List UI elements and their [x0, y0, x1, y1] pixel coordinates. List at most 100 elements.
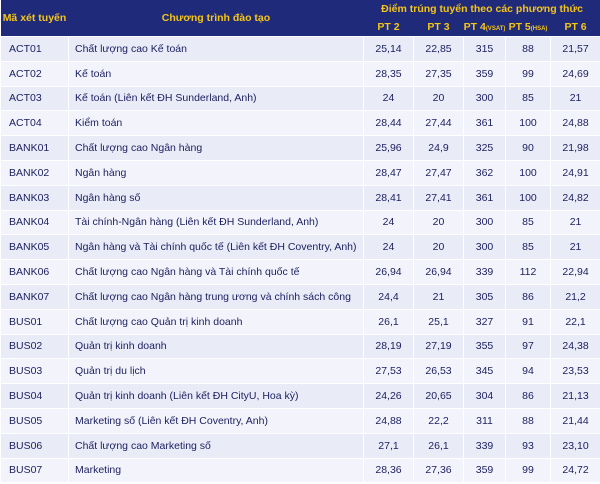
program-code: ACT04 [0, 110, 69, 137]
score: 100 [505, 159, 551, 186]
method-name: PT 6 [564, 21, 587, 33]
score: 86 [505, 383, 551, 409]
program-name: Tài chính-Ngân hàng (Liên kết ĐH Sunderl… [68, 209, 364, 236]
score: 315 [463, 36, 506, 62]
score: 300 [463, 85, 506, 112]
program-name: Quản trị kinh doanh [68, 333, 364, 360]
score: 20 [413, 209, 464, 236]
score: 88 [505, 36, 551, 62]
program-name: Ngân hàng và Tài chính quốc tế (Liên kết… [68, 234, 364, 261]
score: 21 [549, 85, 600, 112]
code-header: Mã xét tuyến [0, 0, 69, 37]
score: 27,36 [413, 457, 464, 484]
score: 21 [549, 209, 600, 236]
program-code: BANK05 [0, 234, 69, 261]
score: 28,35 [363, 60, 414, 87]
score: 21,57 [549, 36, 600, 62]
table-row: ACT01 Chất lượng cao Kế toán 25,14 22,85 315… [0, 36, 600, 62]
score: 24,38 [549, 333, 600, 360]
score: 361 [463, 110, 506, 137]
program-name: Chất lượng cao Ngân hàng [68, 135, 364, 161]
program-code: ACT03 [0, 85, 69, 112]
table-row: ACT03 Kế toán (Liên kết ĐH Sunderland, An… [0, 85, 600, 112]
method-name: PT 2 [377, 21, 400, 33]
program-name: Quản trị kinh doanh (Liên kết ĐH CityU, … [68, 383, 364, 409]
score: 311 [463, 407, 506, 434]
table-row: ACT04 Kiểm toán 28,44 27,44 361 100 24,88 [0, 110, 600, 137]
score: 23,53 [549, 358, 600, 385]
table-row: BUS05 Marketing số (Liên kết ĐH Coventry,… [0, 407, 600, 434]
score: 24,69 [549, 60, 600, 87]
score: 24,88 [549, 110, 600, 137]
method-name: PT 5 [508, 21, 531, 33]
table-row: BUS02 Quản trị kinh doanh 28,19 27,19 355 97 2… [0, 333, 600, 360]
program-name: Quản trị du lịch [68, 358, 364, 385]
table-row: BANK02 Ngân hàng 28,47 27,47 362 100 24,91 [0, 159, 600, 186]
program-code: BANK01 [0, 135, 69, 161]
score: 26,1 [363, 308, 414, 335]
score: 24,9 [413, 135, 464, 161]
program-code: BUS07 [0, 457, 69, 484]
table-row: BANK01 Chất lượng cao Ngân hàng 25,96 24,9 3… [0, 135, 600, 161]
score: 300 [463, 209, 506, 236]
program-code: BUS04 [0, 383, 69, 409]
score: 28,47 [363, 159, 414, 186]
score: 28,44 [363, 110, 414, 137]
score: 94 [505, 358, 551, 385]
table-row: BANK05 Ngân hàng và Tài chính quốc tế (Li… [0, 234, 600, 261]
score: 24,26 [363, 383, 414, 409]
score: 21,98 [549, 135, 600, 161]
score: 99 [505, 457, 551, 484]
method-name: PT 3 [427, 21, 450, 33]
score: 97 [505, 333, 551, 360]
program-name: Kế toán (Liên kết ĐH Sunderland, Anh) [68, 85, 364, 112]
score: 339 [463, 432, 506, 459]
table-row: ACT02 Kế toán 28,35 27,35 359 99 24,69 [0, 60, 600, 87]
score: 24,91 [549, 159, 600, 186]
program-name: Ngân hàng số [68, 184, 364, 211]
score: 362 [463, 159, 506, 186]
score: 27,19 [413, 333, 464, 360]
score: 28,19 [363, 333, 414, 360]
method-header: PT 5(HSA) [505, 18, 551, 37]
program-code: BANK04 [0, 209, 69, 236]
score: 27,41 [413, 184, 464, 211]
program-name: Kế toán [68, 60, 364, 87]
program-code: BANK02 [0, 159, 69, 186]
score: 93 [505, 432, 551, 459]
score: 27,44 [413, 110, 464, 137]
program-header: Chương trình đào tạo [68, 0, 364, 37]
program-code: ACT02 [0, 60, 69, 87]
method-header: PT 2 [363, 18, 414, 37]
score: 21,13 [549, 383, 600, 409]
table-row: BUS03 Quản trị du lịch 27,53 26,53 345 94 23,5… [0, 358, 600, 385]
score: 88 [505, 407, 551, 434]
score: 25,96 [363, 135, 414, 161]
score: 27,47 [413, 159, 464, 186]
score: 22,2 [413, 407, 464, 434]
table-row: BUS06 Chất lượng cao Marketing số 27,1 26,1… [0, 432, 600, 459]
score: 21,44 [549, 407, 600, 434]
score: 85 [505, 209, 551, 236]
score: 361 [463, 184, 506, 211]
score: 22,94 [549, 259, 600, 285]
score: 24,72 [549, 457, 600, 484]
table-row: BANK07 Chất lượng cao Ngân hàng trung ươn… [0, 283, 600, 310]
score: 24,88 [363, 407, 414, 434]
score: 305 [463, 283, 506, 310]
method-name: PT 4 [463, 21, 486, 33]
method-header: PT 4(VSAT) [463, 18, 506, 37]
score: 24,4 [363, 283, 414, 310]
program-name: Ngân hàng [68, 159, 364, 186]
score: 300 [463, 234, 506, 261]
score: 91 [505, 308, 551, 335]
score: 24 [363, 234, 414, 261]
program-name: Chất lượng cao Quản trị kinh doanh [68, 308, 364, 335]
program-name: Chất lượng cao Ngân hàng trung ương và c… [68, 283, 364, 310]
program-code: BANK06 [0, 259, 69, 285]
program-code: BANK07 [0, 283, 69, 310]
score: 26,53 [413, 358, 464, 385]
score: 100 [505, 184, 551, 211]
